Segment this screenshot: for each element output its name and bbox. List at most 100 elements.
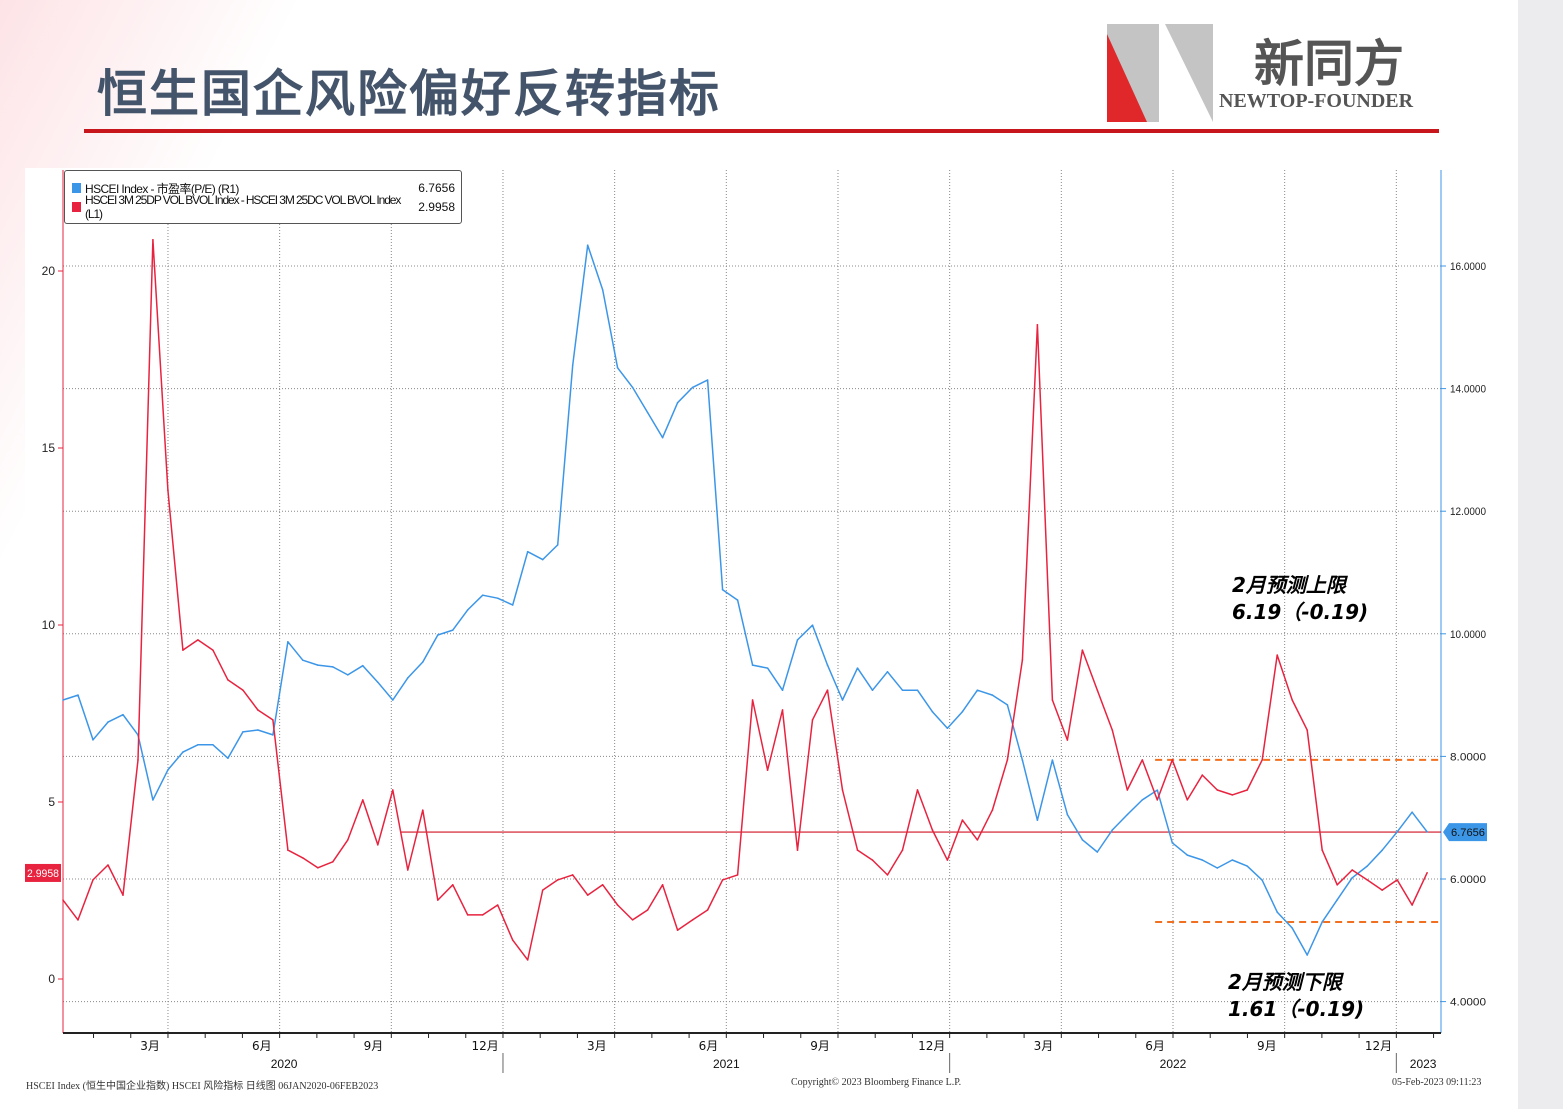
- data-point-vol: [826, 689, 829, 691]
- data-point-vol: [377, 844, 379, 846]
- data-point-vol: [1096, 689, 1099, 691]
- data-point-pe: [1396, 830, 1398, 833]
- data-point-vol: [631, 919, 634, 921]
- data-point-pe: [317, 664, 319, 666]
- data-point-vol: [1051, 699, 1054, 701]
- data-point-vol: [347, 839, 349, 841]
- annotation-lower: 2月预测下限 1.61（-0.19): [1228, 969, 1364, 1023]
- annotation-lower-title: 2月预测下限: [1228, 970, 1342, 994]
- right-axis-tick-label: 12.0000: [1450, 506, 1486, 518]
- data-point-vol: [496, 904, 499, 906]
- data-point-vol: [406, 869, 409, 871]
- data-point-pe: [436, 634, 439, 636]
- data-point-pe: [916, 689, 919, 691]
- data-point-pe: [1006, 704, 1009, 706]
- data-point-vol: [1201, 774, 1204, 776]
- data-point-vol: [1186, 799, 1189, 801]
- right-last-value-tag: [1443, 823, 1487, 842]
- data-point-pe: [466, 609, 469, 611]
- footer-left: HSCEI Index (恒生中国企业指数) HSCEI 风险指标 日线图 06…: [26, 1081, 379, 1092]
- data-point-pe: [92, 739, 94, 741]
- data-point-vol: [1306, 729, 1309, 731]
- data-point-vol: [916, 789, 919, 791]
- data-point-pe: [391, 699, 394, 701]
- data-point-pe: [197, 743, 199, 746]
- x-month-label: 12月: [1365, 1039, 1392, 1053]
- data-point-pe: [901, 689, 904, 691]
- data-point-vol: [227, 679, 229, 681]
- data-point-pe: [646, 411, 649, 414]
- data-point-vol: [661, 884, 664, 886]
- data-point-pe: [616, 366, 619, 369]
- data-point-vol: [1366, 879, 1368, 881]
- data-point-pe: [272, 734, 274, 736]
- data-point-vol: [1276, 654, 1279, 656]
- data-point-vol: [481, 914, 484, 916]
- data-point-vol: [931, 829, 934, 831]
- x-month-label: 3月: [587, 1039, 607, 1053]
- data-point-pe: [1381, 849, 1383, 851]
- data-point-pe: [841, 699, 844, 701]
- legend-value: 6.7656: [418, 181, 455, 195]
- data-point-vol: [871, 859, 874, 861]
- right-axis-tick-label: 14.0000: [1450, 384, 1486, 396]
- x-month-label: 12月: [471, 1039, 498, 1053]
- data-point-pe: [1036, 819, 1039, 821]
- data-point-vol: [571, 874, 574, 876]
- logo-mark-icon: [1107, 24, 1213, 122]
- left-axis-tick-label: 20: [42, 264, 56, 278]
- chart-legend: HSCEI Index - 市盈率(P/E) (R1) 6.7656 HSCEI…: [64, 170, 462, 224]
- data-point-vol: [242, 689, 244, 691]
- data-point-pe: [122, 713, 124, 716]
- data-point-pe: [1141, 799, 1144, 801]
- data-point-vol: [332, 861, 334, 863]
- data-point-vol: [1081, 649, 1084, 651]
- data-point-vol: [182, 649, 184, 651]
- data-point-pe: [1336, 899, 1338, 901]
- x-year-label: 2022: [1160, 1057, 1187, 1071]
- data-point-pe: [1051, 759, 1054, 761]
- data-point-pe: [781, 689, 784, 691]
- data-point-vol: [92, 879, 94, 881]
- data-point-vol: [781, 709, 784, 711]
- series-line-pe: [62, 244, 1428, 956]
- data-point-vol: [556, 879, 559, 881]
- data-point-vol: [212, 649, 214, 651]
- data-point-pe: [167, 769, 169, 771]
- data-point-vol: [691, 919, 694, 921]
- data-point-pe: [1351, 876, 1353, 879]
- series-line-vol: [62, 239, 1428, 961]
- data-point-pe: [1366, 865, 1368, 867]
- data-point-pe: [481, 594, 484, 596]
- data-point-pe: [362, 664, 364, 667]
- data-point-pe: [871, 689, 874, 691]
- data-point-pe: [421, 661, 424, 663]
- data-point-pe: [1171, 842, 1174, 844]
- data-point-pe: [946, 727, 949, 730]
- data-point-pe: [631, 386, 634, 389]
- data-point-pe: [541, 558, 544, 561]
- data-point-vol: [586, 894, 589, 896]
- data-point-pe: [1156, 789, 1159, 791]
- data-point-vol: [1231, 794, 1234, 796]
- x-month-label: 9月: [364, 1039, 384, 1053]
- data-point-vol: [1336, 884, 1338, 886]
- left-axis-tick-label: 15: [42, 441, 56, 455]
- x-month-label: 6月: [1145, 1039, 1165, 1053]
- data-point-pe: [1306, 954, 1309, 956]
- data-point-pe: [1201, 859, 1204, 861]
- data-point-vol: [766, 769, 769, 771]
- data-point-pe: [511, 604, 514, 606]
- data-point-vol: [107, 864, 109, 866]
- data-point-vol: [1411, 904, 1413, 906]
- x-month-label: 9月: [810, 1039, 830, 1053]
- data-point-pe: [406, 677, 409, 679]
- data-point-pe: [961, 710, 964, 713]
- data-point-vol: [257, 709, 259, 711]
- annotation-upper-title: 2月预测上限: [1232, 573, 1346, 597]
- data-point-pe: [257, 729, 259, 731]
- data-point-vol: [616, 904, 619, 906]
- legend-label: HSCEI 3M 25DP VOL BVOL Index - HSCEI 3M …: [85, 193, 401, 221]
- data-point-pe: [751, 664, 754, 666]
